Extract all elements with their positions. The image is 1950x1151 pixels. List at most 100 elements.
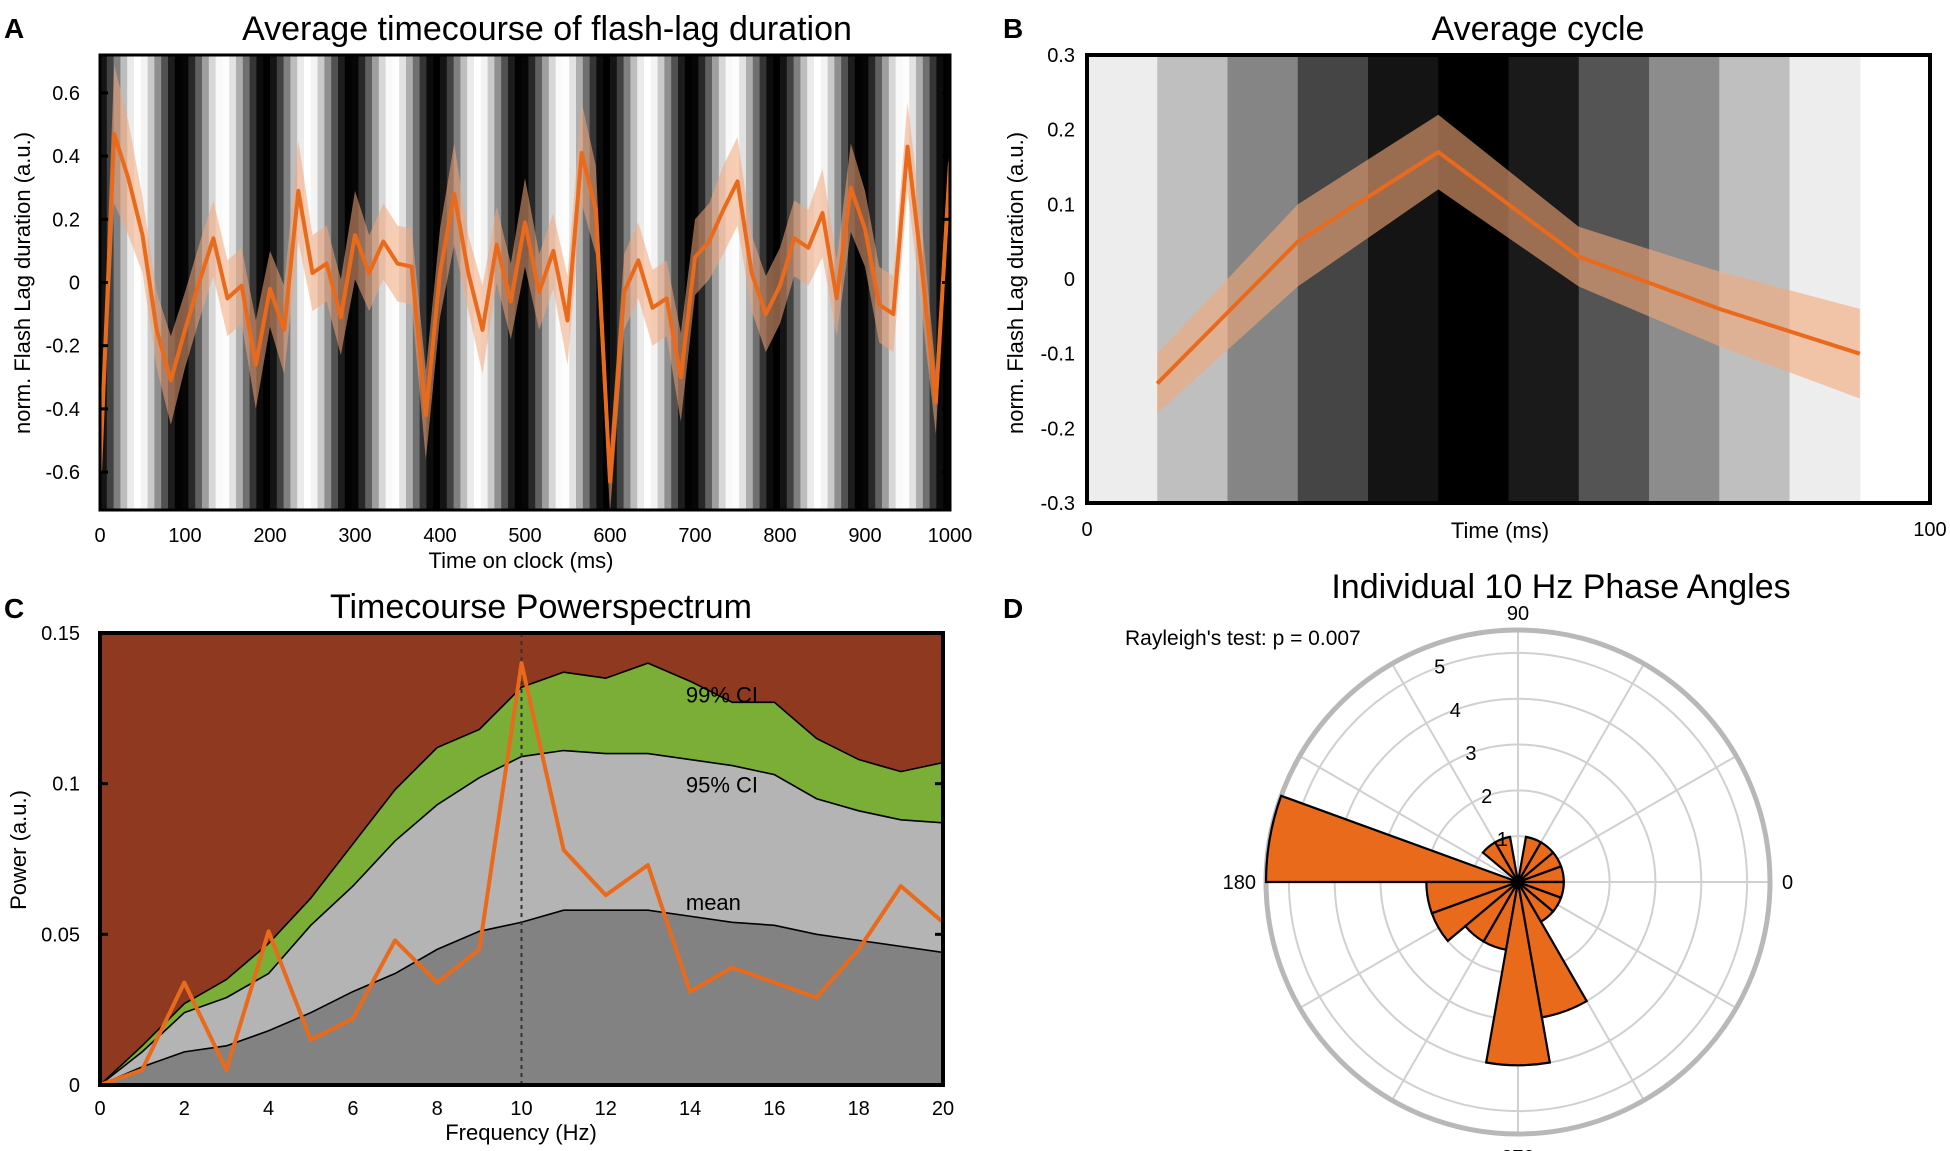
panel-a-inner xyxy=(100,55,950,510)
panel-d-wedge xyxy=(1516,835,1543,883)
panel-a-ytick-label: -0.2 xyxy=(46,336,80,358)
panel-a-stripe xyxy=(576,55,584,510)
panel-b-xtick-label: 100 xyxy=(1913,519,1946,541)
panel-a-stripe xyxy=(249,55,257,510)
panel-a-stripe xyxy=(678,55,686,510)
panel-a-stripe xyxy=(671,55,679,510)
panel-c-xtick-label: 18 xyxy=(848,1098,870,1120)
panel-d-title: Individual 10 Hz Phase Angles xyxy=(1331,568,1790,606)
panel-d-radial-label: 3 xyxy=(1465,743,1476,765)
panel-a-stripe xyxy=(705,55,713,510)
panel-b-xlabel: Time (ms) xyxy=(1451,518,1549,543)
panel-a-stripe xyxy=(861,55,869,510)
panel-d-spoke xyxy=(1299,755,1519,883)
panel-a-xtick-label: 300 xyxy=(338,525,371,547)
panel-c-observed-line xyxy=(99,661,945,1087)
panel-a-xtick-label: 400 xyxy=(423,525,456,547)
panel-d-wedge xyxy=(1516,881,1589,1019)
panel-a-ci-band xyxy=(100,64,950,510)
panel-a-xtick-label: 200 xyxy=(253,525,286,547)
panel-c-xtick-label: 8 xyxy=(432,1098,443,1120)
panel-a-stripe xyxy=(589,55,597,510)
panel-b-ytick-label: -0.2 xyxy=(1041,418,1075,440)
panel-c-xtick-label: 12 xyxy=(595,1098,617,1120)
panel-a-stripe xyxy=(419,55,427,510)
panel-d-angle-label: 0 xyxy=(1782,872,1793,894)
panel-a-ytick-label: 0 xyxy=(69,273,80,295)
panel-c-letter: C xyxy=(4,593,24,624)
panel-a-stripe xyxy=(290,55,298,510)
panel-a-ytick-label: 0.6 xyxy=(52,83,80,105)
panel-a-stripe xyxy=(902,55,910,510)
panel-d-rayleigh-annotation: Rayleigh's test: p = 0.007 xyxy=(1125,627,1361,650)
panel-a-stripe xyxy=(446,55,455,510)
panel-d: D Individual 10 Hz Phase Angles Rayleigh… xyxy=(1003,568,1793,1151)
panel-a-stripe xyxy=(113,55,121,510)
panel-b-frame xyxy=(1085,53,1932,505)
panel-a-stripe xyxy=(521,55,529,510)
panel-a-ytick-label: 0.2 xyxy=(52,209,80,231)
panel-a-stripe xyxy=(256,55,264,510)
panel-a-xtick-label: 500 xyxy=(508,525,541,547)
panel-c-xtick-label: 0 xyxy=(94,1098,105,1120)
panel-a-stripe xyxy=(106,55,115,510)
panel-b: B Average cycle -0.3 -0.2 -0.1 0 0.1 0.2 0.3 0 1… xyxy=(1003,10,1947,543)
panel-a-stripe xyxy=(793,55,801,510)
panel-b-title: Average cycle xyxy=(1432,10,1645,48)
panel-c-ytick-label: 0.05 xyxy=(41,924,80,946)
panel-c-annotation-99ci: 99% CI xyxy=(686,682,758,707)
panel-a-stripe xyxy=(610,55,618,510)
panel-a-stripe xyxy=(453,55,461,510)
panel-b-ytick-label: 0.3 xyxy=(1047,45,1075,67)
panel-a-stripe xyxy=(712,55,720,510)
panel-d-angle-label: 90 xyxy=(1507,603,1529,625)
panel-b-luminance-band xyxy=(1157,55,1229,503)
panel-a-mean-line xyxy=(100,131,950,484)
panel-a-stripe xyxy=(936,55,944,510)
panel-a-xtick-label: 800 xyxy=(763,525,796,547)
panel-b-luminance-band xyxy=(1508,55,1580,503)
panel-a-stripe xyxy=(174,55,183,510)
panel-a-stripe xyxy=(297,55,305,510)
panel-c: C Timecourse Powerspectrum 99% CI 95% CI m… xyxy=(4,588,954,1145)
panel-d-wedge xyxy=(1430,880,1519,943)
panel-b-mean-line xyxy=(1155,150,1861,385)
panel-c-xtick-label: 4 xyxy=(263,1098,274,1120)
panel-d-angle-label: 270 xyxy=(1501,1147,1534,1151)
panel-a-stripe xyxy=(807,55,815,510)
panel-a-xlabel: Time on clock (ms) xyxy=(429,548,614,573)
panel-c-title: Timecourse Powerspectrum xyxy=(330,588,752,626)
panel-b-ytick-label: 0.1 xyxy=(1047,194,1075,216)
panel-b-ci-band xyxy=(1157,114,1860,414)
panel-d-angle-label: 180 xyxy=(1223,872,1256,894)
panel-c-ci99-line xyxy=(99,662,944,1086)
panel-c-ytick-label: 0.15 xyxy=(41,623,80,645)
panel-a-stripe xyxy=(161,55,169,510)
panel-c-plot-area: 99% CI 95% CI mean 0 0.05 0.1 0.15 0 2 4 6 8 10 12 14 1… xyxy=(41,623,954,1120)
panel-a-stripe xyxy=(725,55,733,510)
panel-a-stripe xyxy=(848,55,856,510)
panel-a-title: Average timecourse of flash-lag duration xyxy=(242,10,852,48)
panel-a-xtick-label: 900 xyxy=(848,525,881,547)
panel-b-luminance-band xyxy=(1087,55,1158,503)
panel-c-xtick-label: 14 xyxy=(679,1098,701,1120)
panel-a-stripe xyxy=(820,55,829,510)
panel-a-ylabel: norm. Flash Lag duration (a.u.) xyxy=(10,132,35,434)
panel-d-radial-label: 1 xyxy=(1497,829,1508,851)
panel-c-ytick-label: 0.1 xyxy=(52,774,80,796)
panel-a-stripe xyxy=(929,55,937,510)
panel-b-ytick-label: -0.1 xyxy=(1041,344,1075,366)
panel-b-ylabel: norm. Flash Lag duration (a.u.) xyxy=(1003,132,1028,434)
panel-c-xtick-label: 6 xyxy=(347,1098,358,1120)
panel-a-stripe xyxy=(120,55,128,510)
panel-c-xtick-label: 2 xyxy=(179,1098,190,1120)
panel-a-stripe xyxy=(168,55,176,510)
panel-a-stripe xyxy=(208,55,217,510)
panel-a-stripe xyxy=(426,55,434,510)
panel-a-stripe xyxy=(582,55,591,510)
panel-b-letter: B xyxy=(1003,13,1023,44)
panel-a-xtick-label: 700 xyxy=(678,525,711,547)
panel-d-wedge xyxy=(1517,880,1565,900)
panel-a-xtick-label: 100 xyxy=(168,525,201,547)
panel-d-radial-label: 5 xyxy=(1434,657,1445,679)
